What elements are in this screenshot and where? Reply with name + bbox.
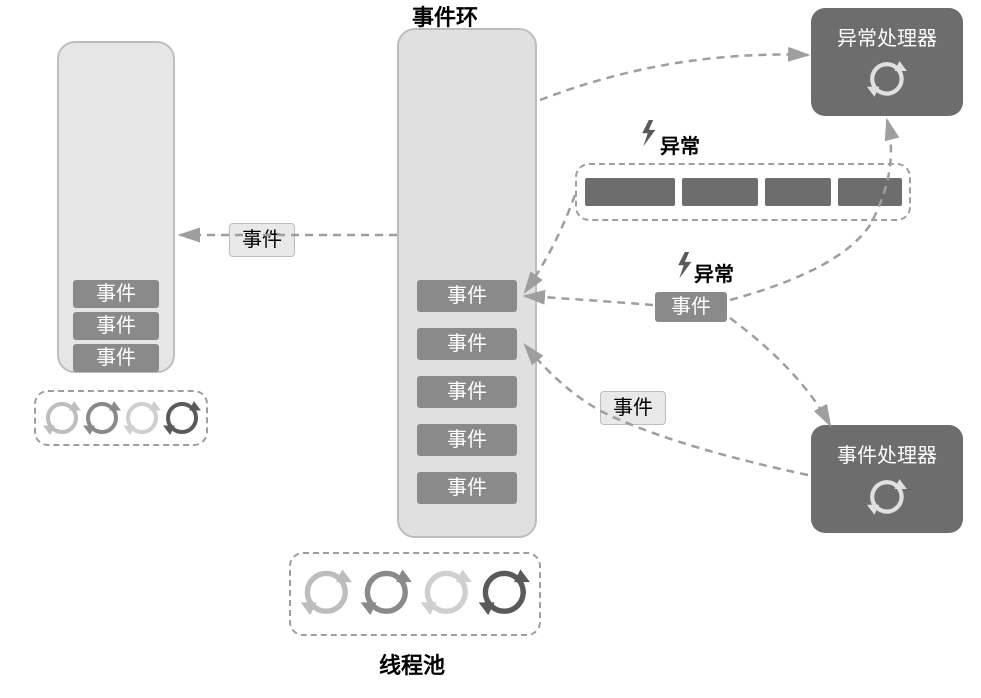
center-event-1: 事件 <box>417 280 517 312</box>
left-event-1: 事件 <box>73 280 159 308</box>
label-event-left: 事件 <box>229 223 295 257</box>
arrow-rightitem-to-eventhandler <box>730 318 830 425</box>
thread-pool-box <box>289 552 541 636</box>
arrow-center-to-exception <box>540 55 808 100</box>
label-exception-mid: 异常 <box>694 258 734 287</box>
exception-handler-label: 异常处理器 <box>811 22 963 51</box>
center-event-4: 事件 <box>417 424 517 456</box>
left-event-2: 事件 <box>73 312 159 340</box>
exception-handler: 异常处理器 <box>811 8 963 116</box>
segment-3 <box>765 178 831 206</box>
arrow-rightitem-to-center <box>525 296 653 305</box>
segment-4 <box>838 178 902 206</box>
event-handler: 事件处理器 <box>811 425 963 533</box>
bolt-icon-1 <box>642 120 655 146</box>
center-event-2: 事件 <box>417 328 517 360</box>
label-exception-top: 异常 <box>660 130 700 159</box>
segment-2 <box>682 178 758 206</box>
segment-1 <box>585 178 675 206</box>
label-event-bottom: 事件 <box>600 391 666 425</box>
arrow-eventhandler-to-center <box>525 345 808 475</box>
left-cycle-box <box>34 390 208 446</box>
title-thread-pool: 线程池 <box>379 648 445 680</box>
left-event-3: 事件 <box>73 344 159 372</box>
center-event-5: 事件 <box>417 472 517 504</box>
right-event-item: 事件 <box>655 292 727 322</box>
event-handler-label: 事件处理器 <box>811 439 963 468</box>
center-event-3: 事件 <box>417 376 517 408</box>
bolt-icon-2 <box>678 252 691 278</box>
